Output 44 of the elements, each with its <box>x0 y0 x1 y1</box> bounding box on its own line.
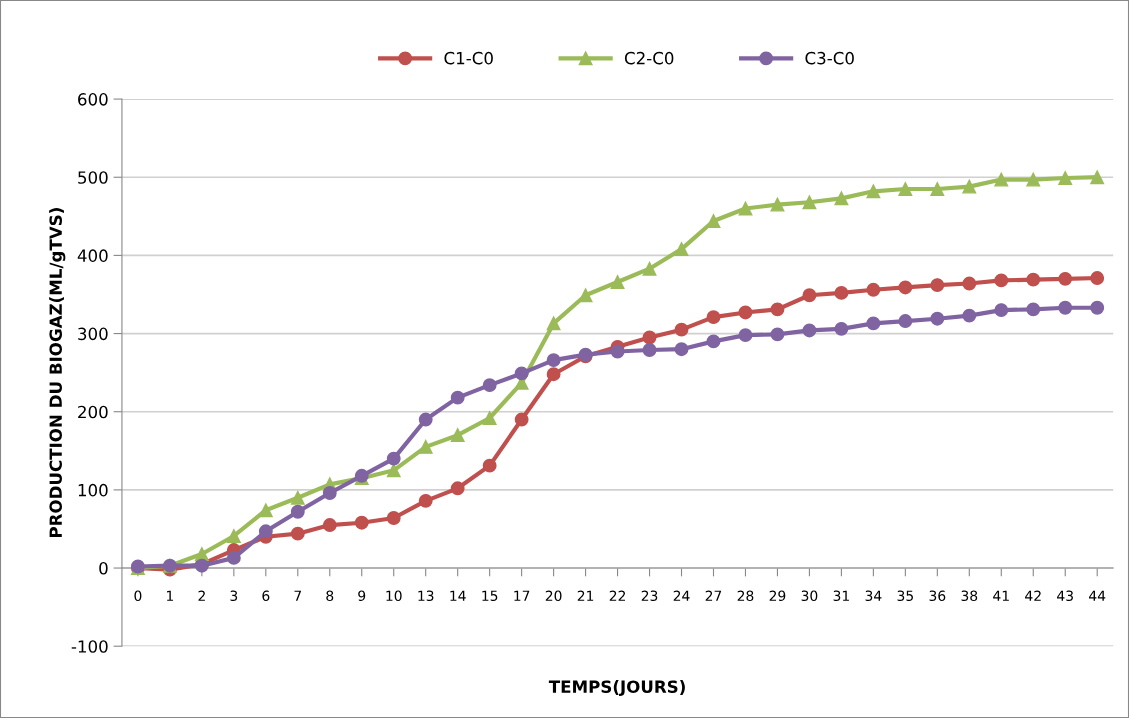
x-tick-label: 29 <box>769 590 786 602</box>
x-tick-label: 44 <box>1089 590 1106 601</box>
x-tick-label: 0 <box>134 590 142 602</box>
x-tick-label: 17 <box>514 590 530 601</box>
x-tick-label: 21 <box>577 590 594 601</box>
x-tick-label: 3 <box>230 590 238 602</box>
legend-label: C1-C0 <box>444 51 493 65</box>
y-tick-label: 300 <box>78 327 108 341</box>
y-tick-label: 200 <box>78 405 108 419</box>
y-tick-label: 500 <box>78 171 108 184</box>
x-tick-label: 14 <box>450 590 466 601</box>
x-tick-label: 35 <box>897 590 913 602</box>
x-tick-label: 34 <box>865 590 882 602</box>
x-tick-label: 10 <box>386 590 402 602</box>
x-tick-label: 13 <box>418 590 434 602</box>
x-tick-label: 28 <box>737 590 754 602</box>
x-tick-label: 36 <box>929 590 946 602</box>
y-tick-label: 600 <box>78 93 108 106</box>
x-tick-label: 2 <box>198 590 205 601</box>
x-tick-label: 31 <box>833 590 849 602</box>
x-tick-label: 30 <box>801 590 818 602</box>
x-tick-label: 20 <box>545 590 562 602</box>
legend-label: C3-C0 <box>805 51 854 65</box>
x-tick-label: 8 <box>326 590 334 602</box>
x-tick-label: 41 <box>993 590 1009 601</box>
x-tick-label: 38 <box>961 590 978 602</box>
x-tick-label: 42 <box>1025 590 1041 601</box>
x-tick-label: 27 <box>705 590 722 601</box>
x-tick-label: 6 <box>262 590 270 602</box>
x-tick-label: 24 <box>673 590 690 601</box>
x-axis-title: TEMPS(JOURS) <box>548 680 685 697</box>
x-tick-label: 43 <box>1057 590 1073 602</box>
y-tick-label: -100 <box>71 640 108 653</box>
x-tick-label: 9 <box>358 590 366 602</box>
legend-label: C2-C0 <box>624 51 674 65</box>
y-axis-title: PRODUCTION DU BIOGAZ(ML/gTVS) <box>49 208 66 538</box>
y-tick-label: 0 <box>99 562 108 575</box>
y-tick-label: 400 <box>77 249 108 262</box>
x-tick-label: 7 <box>294 590 302 601</box>
y-tick-label: 100 <box>78 483 108 497</box>
x-tick-label: 1 <box>167 590 174 601</box>
x-tick-label: 23 <box>641 590 658 602</box>
x-tick-label: 22 <box>609 590 626 601</box>
x-tick-label: 15 <box>482 590 498 602</box>
